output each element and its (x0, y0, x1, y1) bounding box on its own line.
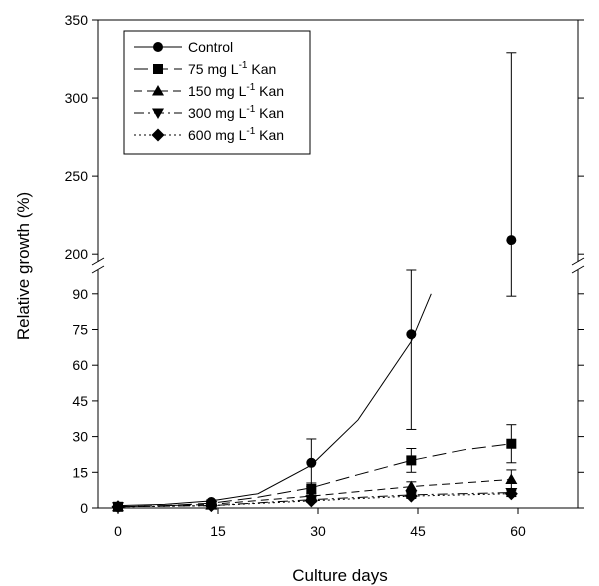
data-point-kan150 (505, 473, 518, 484)
legend: Control 75 mg L-1 Kan 150 mg L-1 Kan 300 mg… (123, 30, 311, 155)
legend-marker-control (153, 42, 163, 52)
legend-marker-kan600 (151, 128, 165, 142)
data-point-kan75 (506, 438, 517, 449)
plot-area: 0 15 30 45 60 0 15 30 45 60 75 90 200 250 300 350 (65, 12, 585, 539)
data-point-kan150 (405, 480, 418, 492)
y-axis-title: Relative growth (%) (14, 192, 33, 340)
data-point-kan600 (111, 500, 125, 514)
data-point-kan600 (304, 494, 318, 508)
legend-marker-kan300 (152, 108, 164, 119)
y-tick-label: 0 (80, 500, 88, 516)
legend-label-control: Control (188, 39, 233, 55)
data-point-control (406, 329, 417, 340)
y-tick-label: 250 (65, 168, 89, 184)
data-point-control (506, 235, 517, 246)
x-tick-label: 15 (210, 523, 226, 539)
series-line-control (117, 293, 432, 507)
data-point-kan600 (404, 489, 418, 503)
series-line-kan300 (117, 492, 512, 508)
series-kan600 (111, 487, 518, 514)
legend-label-kan300: 300 mg L-1 Kan (188, 104, 284, 121)
data-point-kan600 (204, 499, 218, 513)
y-tick-label: 30 (72, 429, 88, 445)
legend-marker-kan150 (152, 85, 164, 96)
y-tick-label: 350 (65, 12, 89, 28)
y-tick-label: 45 (72, 393, 88, 409)
axis-break-mark (91, 265, 105, 274)
series-line-kan75 (117, 443, 512, 508)
data-point-kan75 (406, 455, 417, 466)
legend-label-kan150: 150 mg L-1 Kan (188, 82, 284, 99)
axis-break-mark (571, 265, 585, 274)
axis-break-mark (571, 257, 585, 266)
y-tick-label: 75 (72, 322, 88, 338)
legend-label-kan75: 75 mg L-1 Kan (188, 60, 276, 77)
series-line-kan150 (117, 478, 512, 508)
legend-label-kan600: 600 mg L-1 Kan (188, 126, 284, 143)
x-tick-label: 45 (410, 523, 426, 539)
y-tick-label: 200 (65, 246, 89, 262)
y-tick-label: 60 (72, 357, 88, 373)
y-tick-label: 300 (65, 90, 89, 106)
x-axis-title: Culture days (292, 566, 387, 585)
data-point-control (306, 457, 317, 468)
series-line-kan600 (117, 493, 512, 508)
x-tick-label: 0 (114, 523, 122, 539)
y-tick-label: 15 (72, 464, 88, 480)
x-tick-label: 60 (510, 523, 526, 539)
y-tick-label: 90 (72, 286, 88, 302)
x-tick-label: 30 (310, 523, 326, 539)
axis-break-mark (91, 257, 105, 266)
data-point-kan75 (306, 483, 317, 494)
data-point-kan600 (504, 487, 518, 501)
legend-marker-kan75 (153, 64, 163, 74)
